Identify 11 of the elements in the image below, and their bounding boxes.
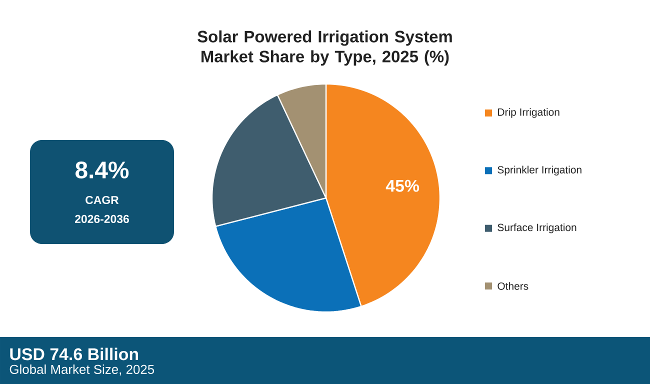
data-label: 45% <box>386 180 420 192</box>
text: 8.4% <box>76 162 129 178</box>
legend-label: Sprinkler Irrigation <box>498 166 582 176</box>
legend-label: Others <box>498 282 528 290</box>
text: CAGR <box>86 196 119 204</box>
text: USD 74.6 Billion <box>10 348 138 360</box>
legend-label: Surface Irrigation <box>498 223 576 234</box>
text: 2026-2036 <box>75 214 129 224</box>
chart-title: Solar Powered Irrigation System Market Share by Type, 2025 (%) <box>198 30 452 66</box>
text: Global Market Size, 2025 <box>10 364 154 376</box>
legend-label: Drip Irrigation <box>498 108 560 118</box>
